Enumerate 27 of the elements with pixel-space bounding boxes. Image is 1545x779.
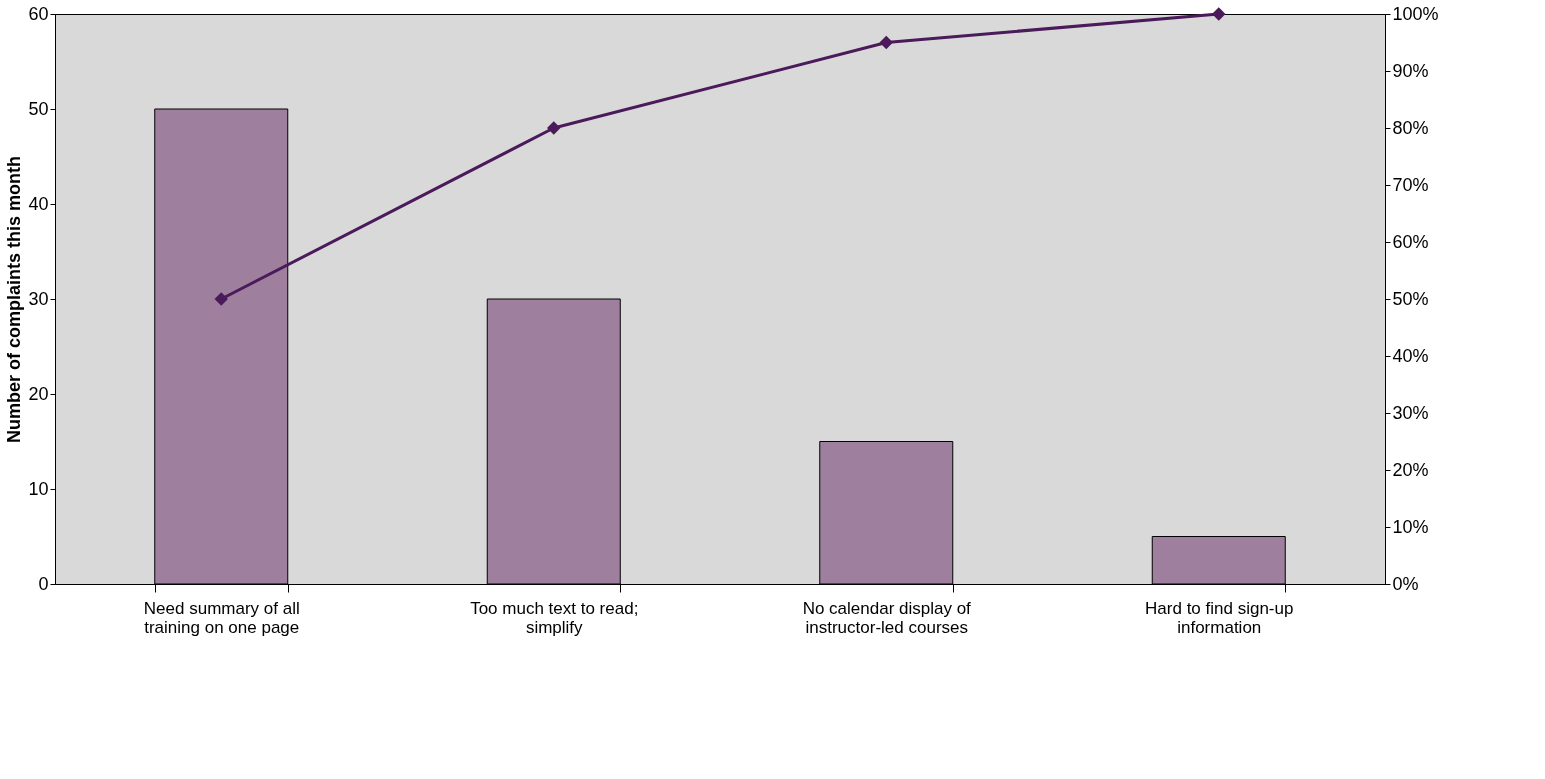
point <box>879 35 893 50</box>
x-tick-label: No calendar display of instructor-led courses <box>802 598 972 637</box>
y-axis-title: Number of complaints this month <box>4 155 25 444</box>
point <box>547 121 561 135</box>
y2-tick-label: 70% <box>1392 174 1429 195</box>
y-tick-label: 40 <box>28 193 49 214</box>
y2-tick-label: 100% <box>1392 3 1439 24</box>
y2-tick-label: 10% <box>1392 516 1429 537</box>
y-tick-label: 60 <box>28 3 49 24</box>
x-tick-label: Hard to find sign-up information <box>1145 598 1294 637</box>
y-tick-label: 30 <box>28 288 49 309</box>
y2-tick-label: 40% <box>1392 345 1429 366</box>
y-tick-label: 20 <box>28 383 49 404</box>
y2-tick-label: 60% <box>1392 231 1429 252</box>
y2-tick-label: 80% <box>1392 117 1429 138</box>
x-tick-label: Need summary of all training on one page <box>143 598 300 637</box>
y2-tick-label: 20% <box>1392 459 1429 480</box>
y2-tick-label: 50% <box>1392 288 1429 309</box>
y2-tick-label: 30% <box>1392 402 1429 423</box>
y2-tick-label: 90% <box>1392 60 1429 81</box>
y2-tick-label: 0% <box>1392 573 1419 594</box>
y-tick-label: 50 <box>28 98 49 119</box>
point <box>214 292 228 306</box>
y-tick-label: 10 <box>28 478 49 499</box>
point <box>1212 7 1226 21</box>
x-tick-label: Too much text to read; simplify <box>470 598 639 637</box>
y-tick-label: 0 <box>38 573 49 594</box>
